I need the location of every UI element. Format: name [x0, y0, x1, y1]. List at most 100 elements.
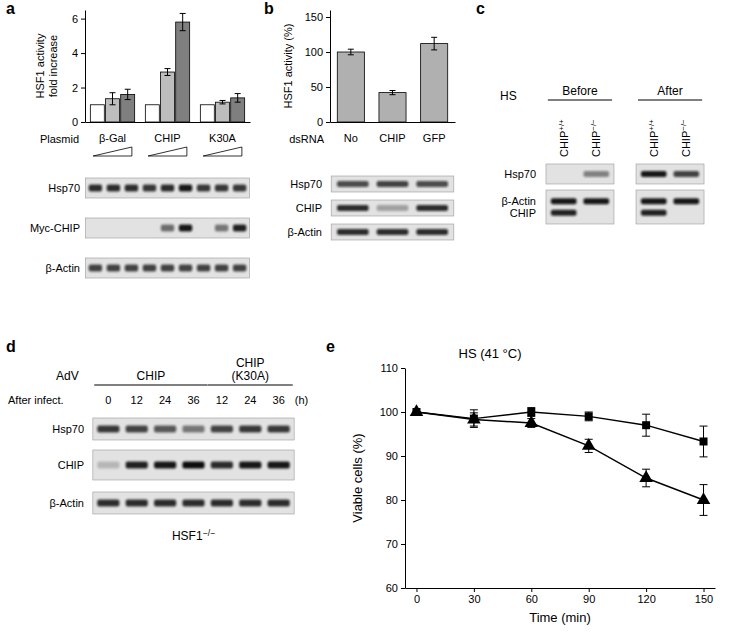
group-label: Before — [562, 84, 598, 98]
marks — [410, 404, 711, 515]
tick: 100 — [305, 46, 330, 58]
error-bar — [165, 69, 171, 76]
band — [161, 225, 174, 232]
y-axis: 60708090100110 — [380, 362, 406, 594]
error-cap — [180, 30, 186, 31]
tick-mark — [401, 588, 405, 589]
tick-label: 150 — [695, 593, 713, 605]
error-cap — [165, 75, 171, 76]
bar — [90, 105, 104, 122]
error-cap — [431, 37, 437, 38]
band — [182, 462, 204, 469]
error-stem — [112, 93, 113, 105]
blot-membrane — [331, 200, 454, 216]
tick-label: No — [344, 132, 358, 144]
group-label: CHIP — [137, 369, 166, 383]
error-bar — [390, 91, 396, 95]
bar — [379, 93, 406, 122]
y-axis: 050100150 — [305, 11, 331, 129]
x-axis-title: Plasmid — [40, 133, 79, 145]
line — [416, 412, 703, 441]
band — [641, 171, 667, 177]
y-axis-title: fold increase — [47, 35, 59, 97]
tick: 90 — [386, 450, 405, 462]
tick-mark — [326, 17, 330, 18]
tick-mark — [81, 88, 85, 89]
band — [416, 229, 448, 235]
blot-label: CHIP — [58, 459, 84, 471]
tick-label: 6 — [72, 13, 78, 25]
group-label: (K30A) — [232, 369, 269, 383]
tick-label: 100 — [380, 406, 398, 418]
lane-label: 36 — [187, 394, 199, 406]
tick: 2 — [72, 82, 85, 94]
tick-mark — [401, 500, 405, 501]
tick: 70 — [386, 538, 405, 550]
error-cap — [348, 54, 354, 55]
band — [126, 426, 148, 433]
group-line — [94, 385, 207, 386]
tick-label: GFP — [423, 132, 446, 144]
error-cap — [470, 409, 478, 410]
tick: 150 — [305, 11, 330, 23]
error-bar — [110, 93, 116, 105]
error-cap — [527, 427, 535, 428]
marker — [700, 437, 708, 445]
lane-label: 0 — [105, 394, 111, 406]
blot-label: Myc-CHIP — [30, 222, 80, 234]
blot-label: β-Actin — [288, 226, 322, 238]
error-stem — [222, 100, 223, 103]
band — [161, 265, 174, 272]
error-stem — [167, 69, 168, 76]
blot-membrane — [93, 418, 294, 440]
tick: 90 — [583, 588, 595, 605]
tick-mark — [81, 19, 85, 20]
error-stem — [182, 13, 183, 30]
band — [143, 185, 156, 192]
band — [97, 426, 119, 433]
blot-title: AdV — [56, 369, 79, 383]
band — [377, 205, 409, 211]
marker — [582, 438, 596, 450]
error-bar — [180, 13, 186, 30]
tick: 6 — [72, 13, 85, 25]
error-cap — [470, 427, 478, 428]
error-cap — [527, 407, 535, 408]
error-bar — [431, 37, 437, 50]
lane-label: 24 — [244, 394, 256, 406]
band — [197, 265, 210, 272]
y-axis-title: HSF1 activity — [34, 33, 46, 98]
y-axis-title: Viable cells (%) — [350, 433, 365, 522]
error-stem — [392, 91, 393, 95]
text-part: CHIP — [648, 131, 660, 157]
band — [416, 181, 448, 187]
tick: CHIP — [379, 122, 405, 144]
blot-membrane — [546, 190, 614, 224]
tick: CHIP — [154, 122, 180, 144]
bar — [421, 44, 448, 122]
band — [211, 426, 233, 433]
tick-label: 30 — [468, 593, 480, 605]
error-cap — [348, 49, 354, 50]
tick-mark — [416, 588, 417, 592]
group-label: After — [657, 84, 682, 98]
x-axis-title: dsRNA — [289, 133, 325, 145]
text-part: CHIP — [590, 131, 602, 157]
marker — [410, 404, 424, 416]
text-part: CHIP — [680, 131, 692, 157]
axis-line — [330, 11, 331, 123]
tick-mark — [401, 368, 405, 369]
error-cap — [390, 94, 396, 95]
tick-label: 2 — [72, 82, 78, 94]
band — [268, 426, 290, 433]
band — [215, 185, 228, 192]
error-cap — [700, 484, 708, 485]
superscript: −/− — [679, 119, 688, 131]
group-line — [638, 100, 702, 101]
blot-label: Hsp70 — [52, 423, 84, 435]
band — [125, 185, 138, 192]
error-cap — [585, 452, 593, 453]
lane-label: CHIP+/+ — [557, 119, 570, 157]
panel-letter: c — [476, 0, 485, 17]
tick-mark — [646, 588, 647, 592]
